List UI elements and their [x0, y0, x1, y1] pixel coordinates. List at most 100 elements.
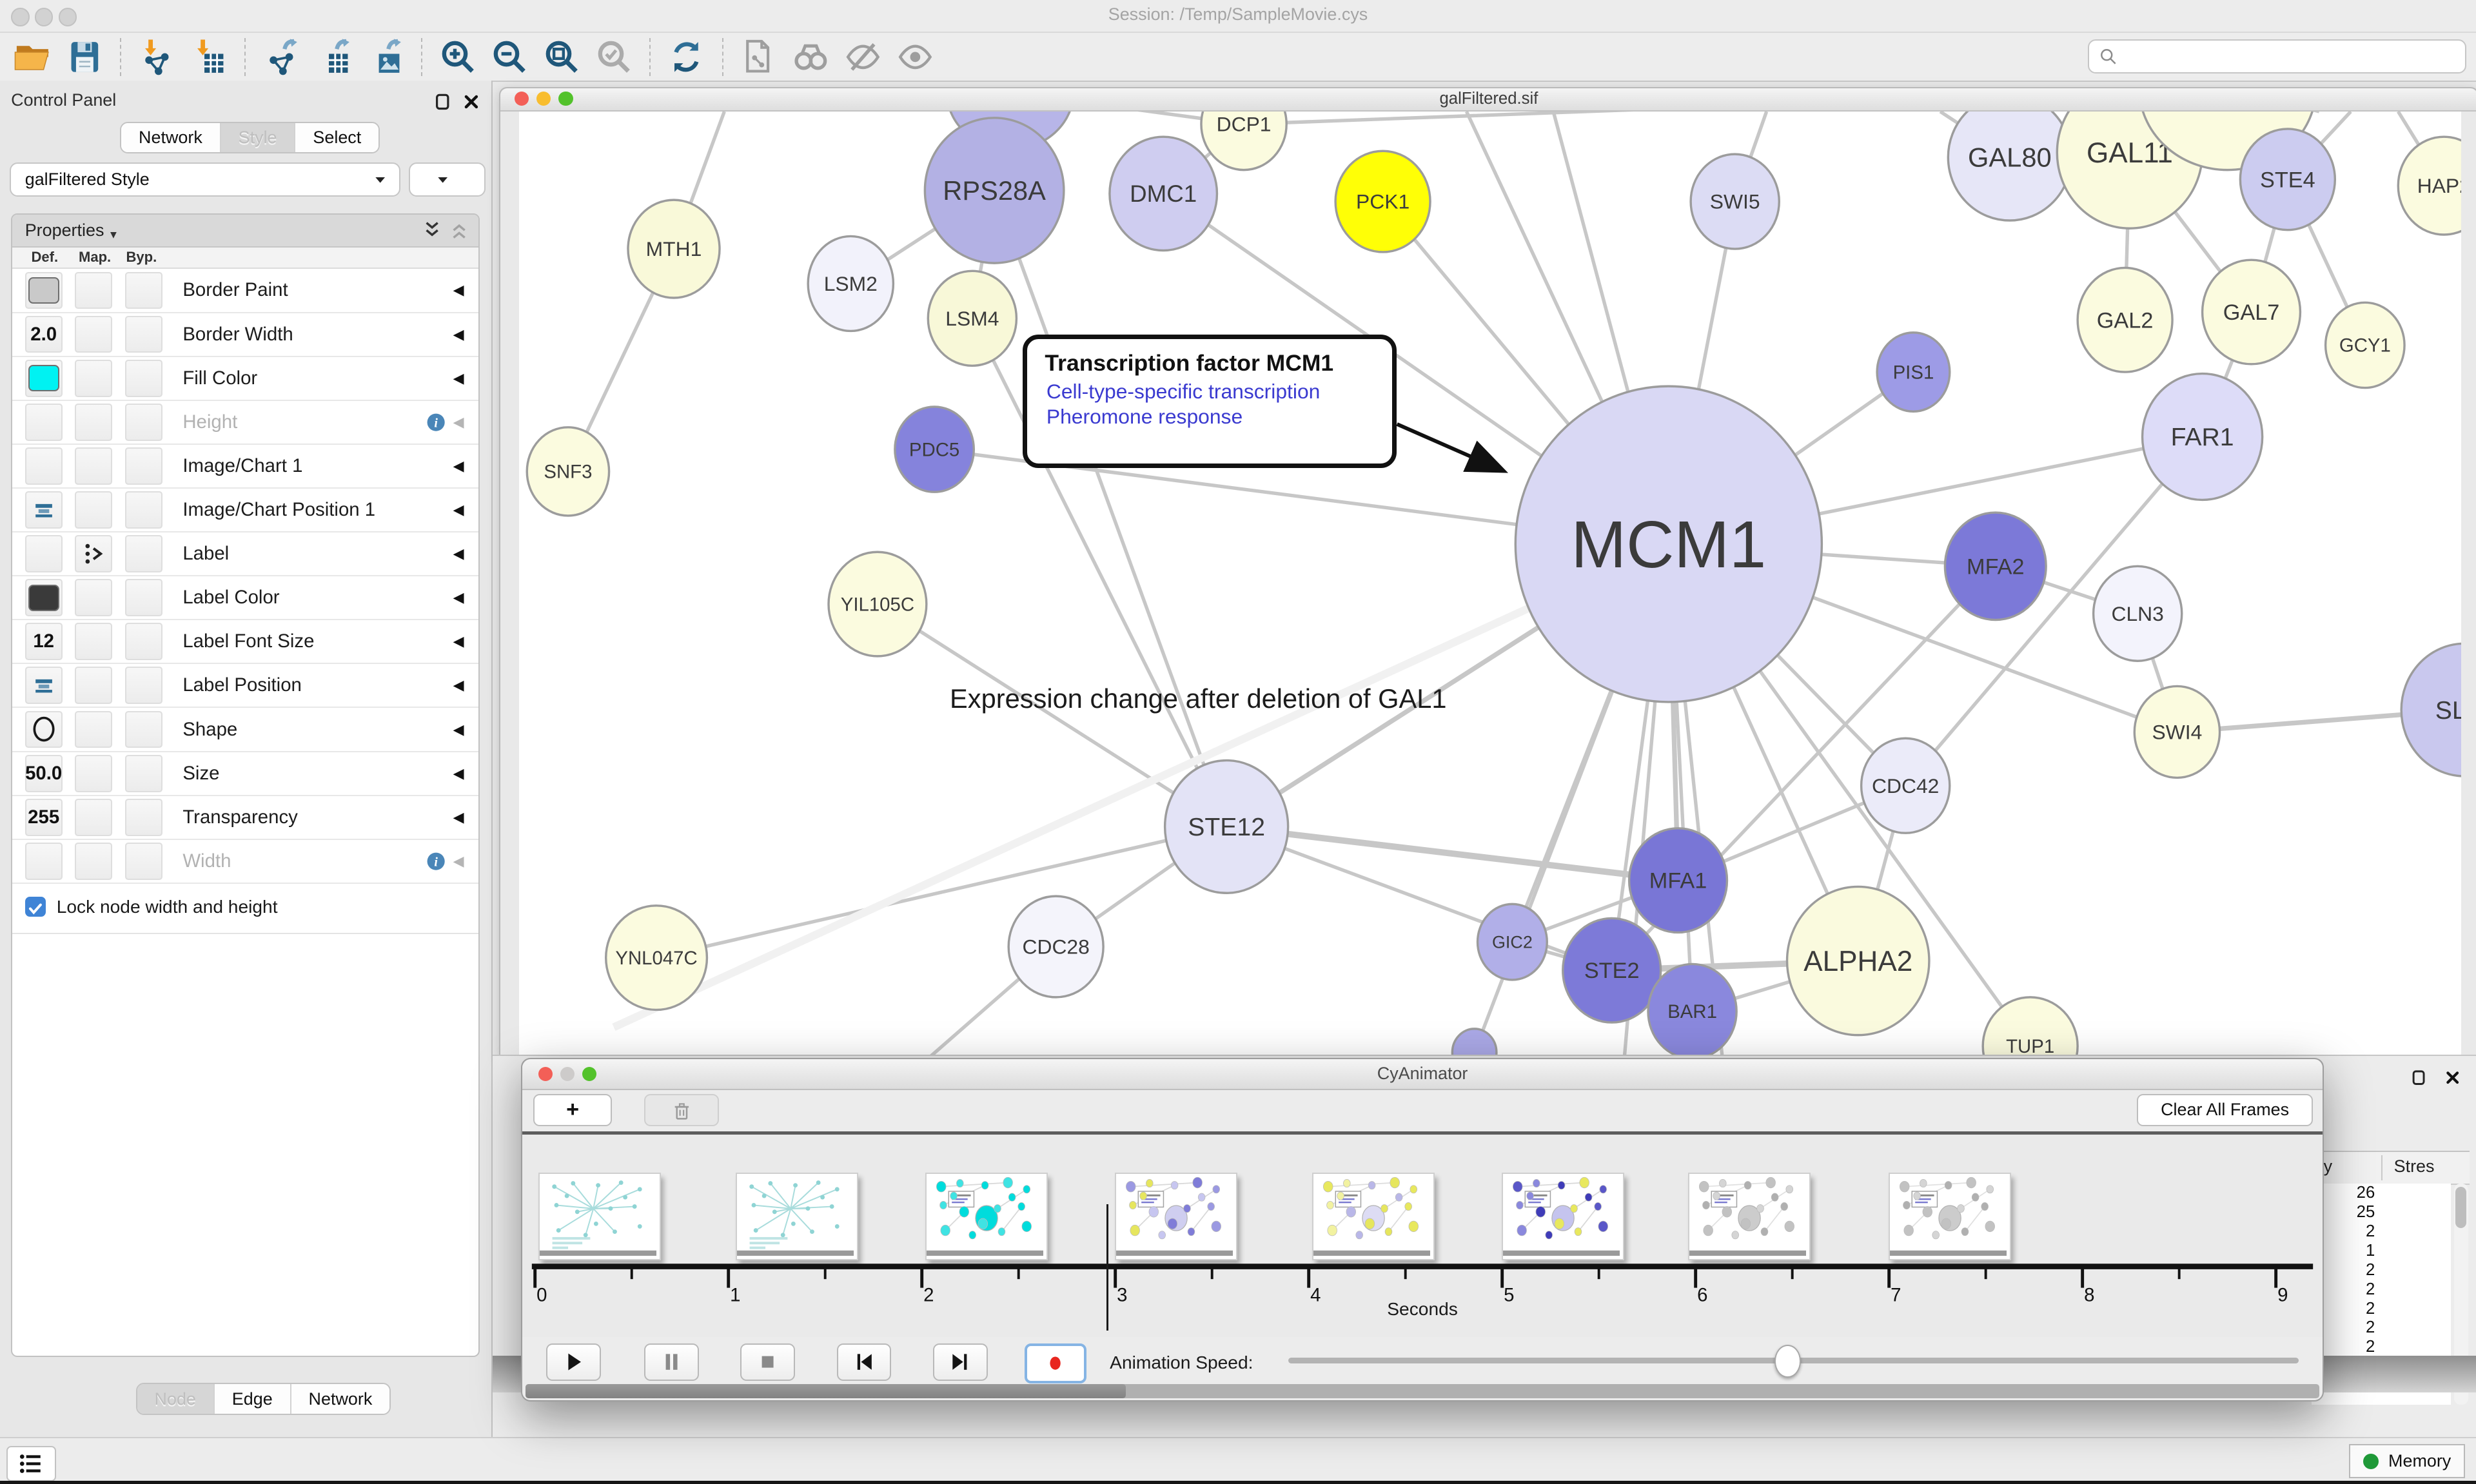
- zoom-fit-button[interactable]: [540, 36, 583, 77]
- network-node-HAP2[interactable]: HAP2: [2397, 135, 2462, 237]
- network-node-STE12[interactable]: STE12: [1164, 759, 1290, 895]
- annotation-link-2[interactable]: Pheromone response: [1046, 405, 1243, 429]
- float-panel-icon[interactable]: [433, 90, 453, 111]
- show-eye-button[interactable]: [894, 36, 936, 77]
- network-node-STE4[interactable]: STE4: [2239, 128, 2337, 231]
- network-node-GAL7[interactable]: GAL7: [2201, 259, 2302, 366]
- network-node-GAL80[interactable]: GAL80: [1947, 112, 2073, 222]
- annotation-box[interactable]: Transcription factor MCM1 Cell-type-spec…: [1023, 334, 1397, 469]
- frame-thumbnail-7[interactable]: [1687, 1173, 1811, 1261]
- network-node-SLT2[interactable]: SLT2: [2400, 643, 2462, 777]
- expand-property-icon[interactable]: ◀: [453, 501, 464, 518]
- properties-header[interactable]: Properties: [25, 220, 104, 240]
- border-width-bypass-cell[interactable]: [124, 315, 162, 353]
- label-mapping-cell[interactable]: [75, 535, 113, 573]
- hide-eye-button[interactable]: [841, 36, 884, 77]
- import-network-button[interactable]: [135, 36, 178, 77]
- network-node-MCM1[interactable]: MCM1: [1514, 385, 1823, 704]
- timeline-playhead[interactable]: [1106, 1204, 1108, 1331]
- transparency-bypass-cell[interactable]: [124, 798, 162, 836]
- memory-status-button[interactable]: Memory: [2349, 1444, 2465, 1479]
- expand-property-icon[interactable]: ◀: [453, 413, 464, 430]
- export-network-button[interactable]: [260, 36, 302, 77]
- network-node-PDC5[interactable]: PDC5: [894, 405, 976, 494]
- search-field[interactable]: [2088, 39, 2467, 74]
- frame-thumbnail-1[interactable]: [538, 1173, 661, 1261]
- image-chart-position-1-default-cell[interactable]: [25, 491, 63, 529]
- network-node-FAR1[interactable]: FAR1: [2141, 373, 2264, 502]
- close-window-icon[interactable]: [514, 91, 529, 106]
- fill-color-bypass-cell[interactable]: [124, 359, 162, 397]
- network-node-ALPHA2[interactable]: ALPHA2: [1786, 886, 1931, 1037]
- network-node-BAR1[interactable]: BAR1: [1647, 963, 1738, 1056]
- transparency-default-cell[interactable]: 255: [25, 798, 63, 836]
- style-selector-dropdown[interactable]: galFiltered Style: [9, 162, 401, 197]
- shape-mapping-cell[interactable]: [75, 710, 113, 748]
- label-color-mapping-cell[interactable]: [75, 579, 113, 617]
- network-node-MTH1[interactable]: MTH1: [627, 199, 721, 300]
- network-node-CLN3[interactable]: CLN3: [2092, 565, 2183, 663]
- label-font-size-mapping-cell[interactable]: [75, 623, 113, 661]
- stop-button[interactable]: [740, 1343, 795, 1381]
- label-default-cell[interactable]: [25, 535, 63, 573]
- network-window-titlebar[interactable]: galFiltered.sif: [500, 88, 2476, 112]
- network-node-RPS28A[interactable]: RPS28A: [923, 117, 1065, 265]
- cyanimator-horizontal-scrollbar[interactable]: [526, 1384, 2320, 1399]
- fill-color-default-cell[interactable]: [25, 359, 63, 397]
- import-table-button[interactable]: [188, 36, 230, 77]
- height-default-cell[interactable]: [25, 403, 63, 441]
- label-color-default-cell[interactable]: [25, 579, 63, 617]
- annotation-link-1[interactable]: Cell-type-specific transcription: [1046, 379, 1321, 403]
- expand-property-icon[interactable]: ◀: [453, 589, 464, 606]
- network-node-DCP1[interactable]: DCP1: [1200, 112, 1288, 171]
- label-bypass-cell[interactable]: [124, 535, 162, 573]
- network-node-LSM2[interactable]: LSM2: [807, 235, 895, 333]
- label-position-bypass-cell[interactable]: [124, 667, 162, 705]
- network-canvas[interactable]: RPS28BDCP1RPS28ADMC1PCK1SWI5MTH1LSM2LSM4…: [519, 112, 2462, 1056]
- expand-property-icon[interactable]: ◀: [453, 369, 464, 386]
- expand-property-icon[interactable]: ◀: [453, 808, 464, 825]
- image-chart-position-1-mapping-cell[interactable]: [75, 491, 113, 529]
- network-node-CDC28[interactable]: CDC28: [1007, 895, 1105, 999]
- cyanimator-titlebar[interactable]: CyAnimator: [522, 1059, 2323, 1091]
- image-chart-1-mapping-cell[interactable]: [75, 447, 113, 485]
- expand-property-icon[interactable]: ◀: [453, 765, 464, 781]
- search-input[interactable]: [2124, 44, 2466, 68]
- record-button[interactable]: [1024, 1343, 1087, 1383]
- expand-property-icon[interactable]: ◀: [453, 545, 464, 562]
- close-panel-icon[interactable]: [2443, 1066, 2462, 1084]
- tab-select[interactable]: Select: [295, 122, 379, 153]
- frame-thumbnail-2[interactable]: [735, 1173, 858, 1261]
- zoom-out-button[interactable]: [489, 36, 531, 77]
- zoom-window-icon[interactable]: [58, 8, 77, 26]
- expand-property-icon[interactable]: ◀: [453, 852, 464, 869]
- tab-node[interactable]: Node: [137, 1384, 215, 1414]
- expand-property-icon[interactable]: ◀: [453, 633, 464, 650]
- float-panel-icon[interactable]: [2410, 1066, 2428, 1086]
- skip-end-button[interactable]: [932, 1343, 988, 1381]
- size-default-cell[interactable]: 50.0: [25, 754, 63, 792]
- image-chart-1-default-cell[interactable]: [25, 447, 63, 485]
- network-graph[interactable]: RPS28BDCP1RPS28ADMC1PCK1SWI5MTH1LSM2LSM4…: [519, 112, 2462, 1056]
- network-node-STE2[interactable]: STE2: [1562, 917, 1662, 1024]
- zoom-selected-button[interactable]: [593, 36, 635, 77]
- show-panel-list-button[interactable]: [6, 1445, 57, 1482]
- width-default-cell[interactable]: [25, 842, 63, 880]
- network-node-TUP1[interactable]: TUP1: [1981, 996, 2079, 1056]
- tab-edge[interactable]: Edge: [214, 1384, 291, 1414]
- network-node-GCY1[interactable]: GCY1: [2324, 302, 2406, 389]
- label-color-bypass-cell[interactable]: [124, 579, 162, 617]
- border-paint-bypass-cell[interactable]: [124, 271, 162, 309]
- zoom-window-icon[interactable]: [558, 91, 573, 106]
- height-mapping-cell[interactable]: [75, 403, 113, 441]
- border-width-default-cell[interactable]: 2.0: [25, 315, 63, 353]
- tab-style[interactable]: Style: [221, 122, 296, 153]
- refresh-button[interactable]: [665, 36, 707, 77]
- checkbox-checked-icon[interactable]: [25, 896, 46, 917]
- label-position-mapping-cell[interactable]: [75, 667, 113, 705]
- image-chart-position-1-bypass-cell[interactable]: [124, 491, 162, 529]
- save-button[interactable]: [63, 36, 106, 77]
- slider-knob[interactable]: [1774, 1345, 1801, 1378]
- network-node-MFA1[interactable]: MFA1: [1628, 827, 1729, 934]
- shape-default-cell[interactable]: [25, 710, 63, 748]
